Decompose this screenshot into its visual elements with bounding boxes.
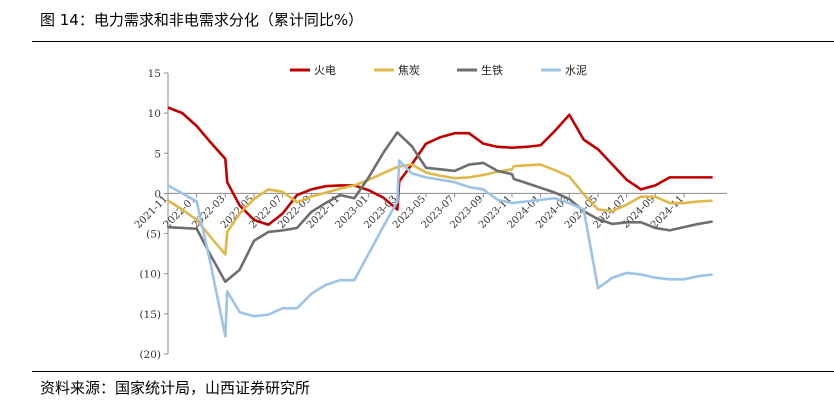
y-tick-label: 0 (154, 188, 161, 200)
series-line-4 (167, 159, 713, 338)
y-tick-label: (20) (139, 349, 161, 361)
series-line-2 (167, 163, 713, 256)
y-tick-label: (15) (139, 309, 161, 321)
y-tick-label: 10 (148, 108, 161, 120)
legend-label-4: 水泥 (565, 64, 587, 77)
figure-title: 图 14：电力需求和非电需求分化（累计同比%） (40, 11, 364, 29)
source-divider (32, 371, 834, 372)
series-line-3 (167, 131, 713, 284)
legend-label-1: 火电 (314, 64, 336, 77)
y-axis-ticks: 15 10 5 0 (5) (10) (15) (20) (139, 68, 168, 361)
legend-label-3: 生铁 (481, 63, 503, 77)
chart-series (167, 106, 713, 338)
y-tick-label: (10) (139, 269, 161, 281)
y-tick-label: 15 (148, 68, 161, 80)
chart-legend: 火电 焦炭 生铁 水泥 (290, 63, 587, 77)
source-note: 资料来源：国家统计局，山西证券研究所 (40, 379, 311, 397)
series-line-1 (167, 106, 713, 227)
x-axis-ticks: 2021-112022-012022-032022-052022-072022-… (133, 193, 686, 231)
title-divider (32, 41, 834, 42)
y-tick-label: (5) (146, 229, 161, 241)
legend-label-2: 焦炭 (398, 64, 420, 77)
y-tick-label: 5 (154, 148, 161, 160)
